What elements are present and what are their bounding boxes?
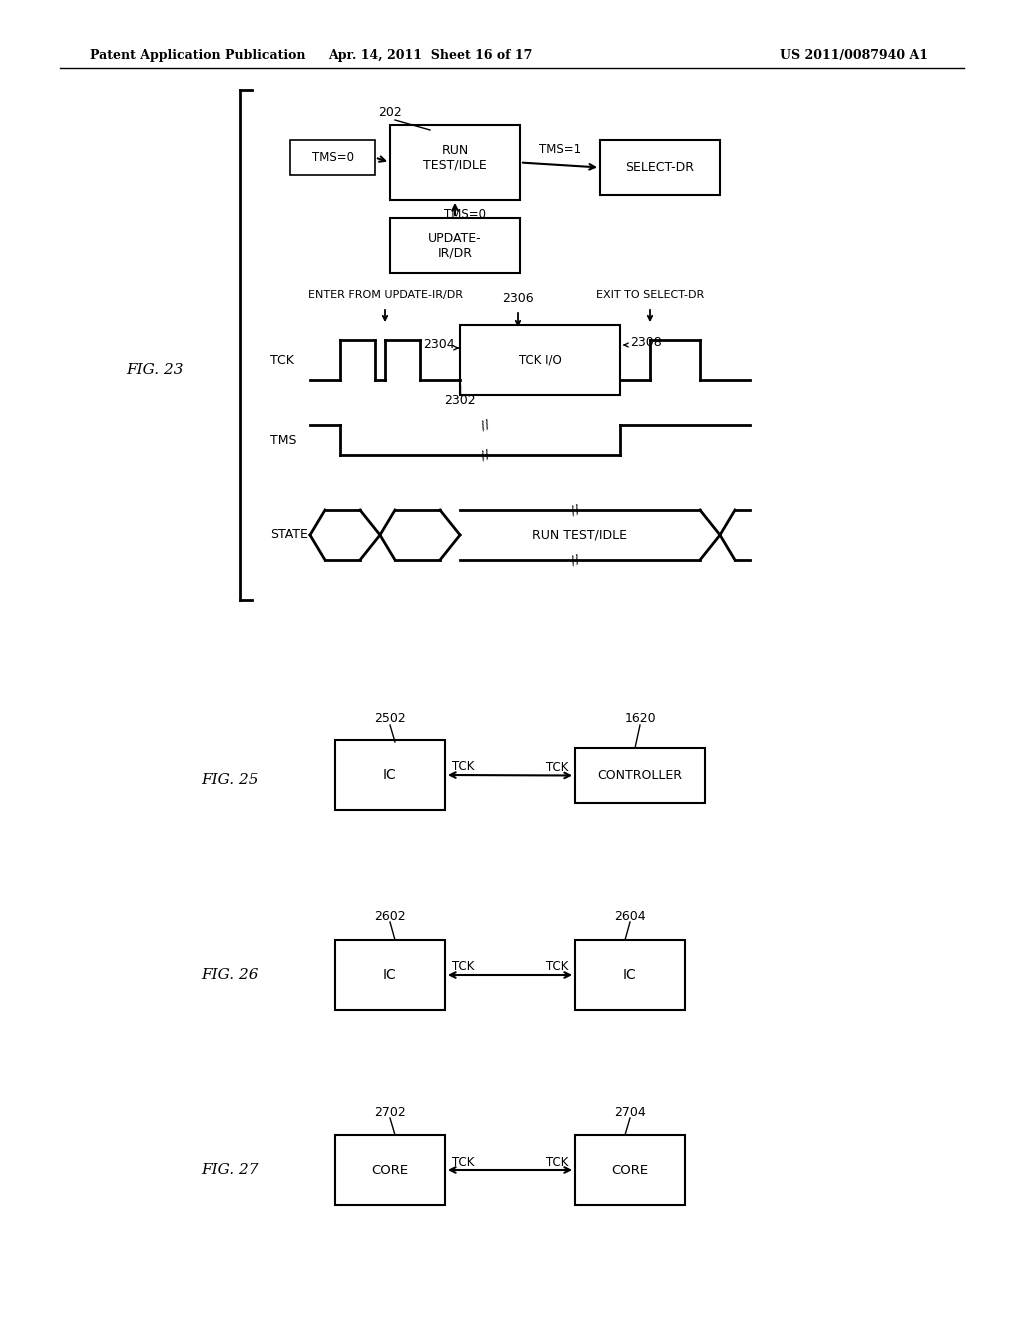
Text: TCK: TCK bbox=[452, 1155, 474, 1168]
Text: TCK: TCK bbox=[270, 354, 294, 367]
Text: //: // bbox=[479, 447, 492, 462]
Text: EXIT TO SELECT-DR: EXIT TO SELECT-DR bbox=[596, 290, 705, 300]
Text: 1620: 1620 bbox=[625, 711, 655, 725]
Text: US 2011/0087940 A1: US 2011/0087940 A1 bbox=[780, 49, 928, 62]
Text: 2604: 2604 bbox=[614, 909, 646, 923]
Bar bbox=[600, 140, 720, 195]
Text: TMS: TMS bbox=[270, 433, 297, 446]
Text: //: // bbox=[568, 503, 582, 517]
Bar bbox=[390, 125, 520, 201]
Text: Patent Application Publication: Patent Application Publication bbox=[90, 49, 305, 62]
Text: FIG. 25: FIG. 25 bbox=[202, 774, 259, 787]
Bar bbox=[460, 325, 620, 395]
Text: TMS=0: TMS=0 bbox=[311, 150, 353, 164]
Bar bbox=[290, 140, 375, 176]
Text: UPDATE-
IR/DR: UPDATE- IR/DR bbox=[428, 231, 482, 260]
Text: IC: IC bbox=[383, 768, 397, 781]
Text: //: // bbox=[479, 417, 492, 433]
Text: FIG. 27: FIG. 27 bbox=[202, 1163, 259, 1177]
Text: 2302: 2302 bbox=[444, 393, 476, 407]
Bar bbox=[575, 1135, 685, 1205]
Text: IC: IC bbox=[383, 968, 397, 982]
Text: TCK I/O: TCK I/O bbox=[518, 354, 561, 367]
Text: CORE: CORE bbox=[611, 1163, 648, 1176]
Text: 2602: 2602 bbox=[374, 909, 406, 923]
Bar bbox=[575, 748, 705, 803]
Text: 2702: 2702 bbox=[374, 1106, 406, 1118]
Text: SELECT-DR: SELECT-DR bbox=[626, 161, 694, 174]
Text: CORE: CORE bbox=[372, 1163, 409, 1176]
Text: IC: IC bbox=[624, 968, 637, 982]
Text: CONTROLLER: CONTROLLER bbox=[597, 770, 683, 781]
Text: RUN
TEST/IDLE: RUN TEST/IDLE bbox=[423, 144, 486, 172]
Text: TCK: TCK bbox=[546, 762, 568, 774]
Bar bbox=[575, 940, 685, 1010]
Text: 2304: 2304 bbox=[423, 338, 455, 351]
Text: TMS=1: TMS=1 bbox=[539, 143, 581, 156]
Text: TCK: TCK bbox=[546, 961, 568, 974]
Bar bbox=[390, 218, 520, 273]
Text: 202: 202 bbox=[378, 106, 401, 119]
Text: 2308: 2308 bbox=[630, 335, 662, 348]
Text: 2306: 2306 bbox=[502, 292, 534, 305]
Text: TMS=0: TMS=0 bbox=[444, 207, 486, 220]
Text: TCK: TCK bbox=[452, 760, 474, 774]
Text: TCK: TCK bbox=[452, 961, 474, 974]
Text: 2502: 2502 bbox=[374, 711, 406, 725]
Text: FIG. 23: FIG. 23 bbox=[126, 363, 183, 378]
Text: FIG. 26: FIG. 26 bbox=[202, 968, 259, 982]
Text: 2704: 2704 bbox=[614, 1106, 646, 1118]
Bar bbox=[335, 741, 445, 810]
Text: TCK: TCK bbox=[546, 1155, 568, 1168]
Text: Apr. 14, 2011  Sheet 16 of 17: Apr. 14, 2011 Sheet 16 of 17 bbox=[328, 49, 532, 62]
Text: STATE: STATE bbox=[270, 528, 308, 541]
Text: RUN TEST/IDLE: RUN TEST/IDLE bbox=[532, 528, 628, 541]
Bar bbox=[335, 940, 445, 1010]
Text: ENTER FROM UPDATE-IR/DR: ENTER FROM UPDATE-IR/DR bbox=[307, 290, 463, 300]
Bar bbox=[335, 1135, 445, 1205]
Text: //: // bbox=[568, 553, 582, 568]
